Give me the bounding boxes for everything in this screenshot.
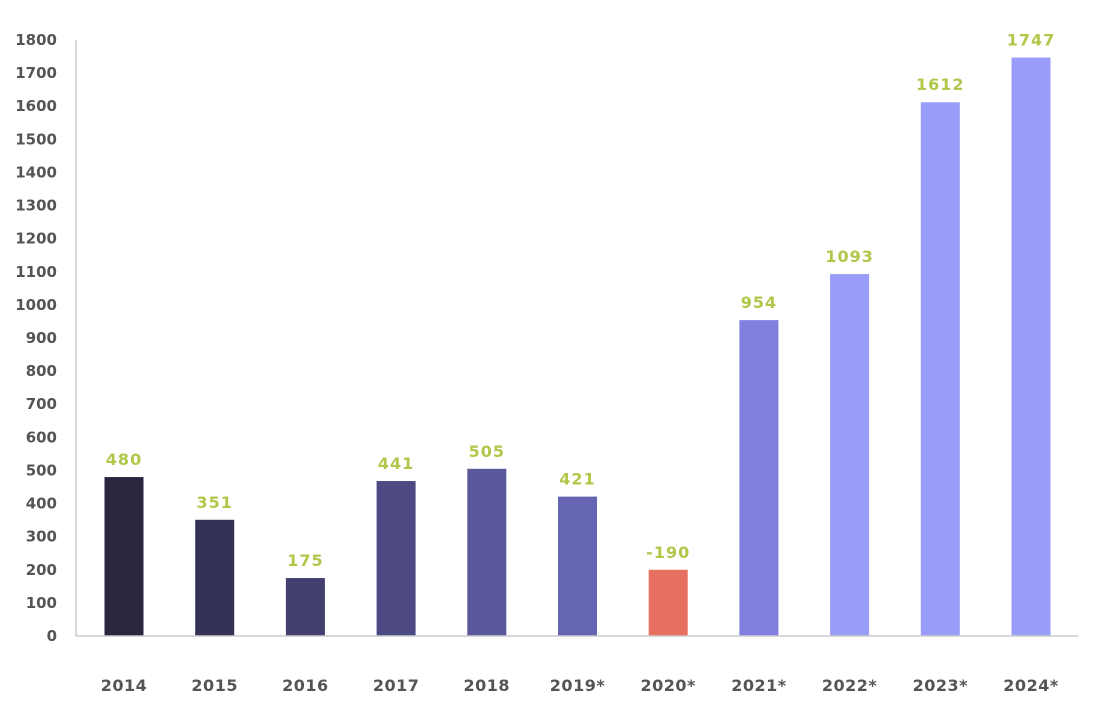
bar-2015	[195, 519, 235, 636]
x-tick-label: 2024*	[1003, 676, 1059, 695]
x-tick-label: 2020*	[640, 676, 696, 695]
x-tick-label: 2022*	[822, 676, 878, 695]
x-tick-label: 2016	[282, 676, 329, 695]
data-label: 1747	[1007, 31, 1056, 50]
y-tick-label: 1600	[15, 97, 57, 115]
x-tick-label: 2017	[373, 676, 420, 695]
bar-2016	[285, 578, 325, 636]
x-tick-label: 2021*	[731, 676, 787, 695]
y-tick-label: 0	[47, 627, 57, 645]
y-tick-label: 1800	[15, 31, 57, 49]
data-label: 505	[469, 442, 505, 461]
x-tick-label: 2018	[464, 676, 511, 695]
data-label: 351	[196, 493, 232, 512]
data-label: 480	[106, 450, 142, 469]
data-label: 1612	[916, 75, 965, 94]
bar-2024	[1011, 57, 1051, 636]
bar-2020	[648, 569, 688, 636]
y-tick-label: 1700	[15, 64, 57, 82]
y-tick-label: 400	[26, 495, 57, 513]
bar-2022	[830, 274, 870, 636]
x-tick-label: 2019*	[550, 676, 606, 695]
y-tick-label: 500	[26, 461, 57, 479]
x-tick-label: 2023*	[913, 676, 969, 695]
bar-2018	[467, 468, 507, 636]
y-tick-label: 1100	[15, 263, 57, 281]
y-tick-label: 200	[26, 561, 57, 579]
y-tick-label: 700	[26, 395, 57, 413]
y-tick-label: 800	[26, 362, 57, 380]
data-label: 441	[378, 454, 414, 473]
bar-2014	[104, 477, 144, 636]
x-tick-label: 2015	[191, 676, 238, 695]
bar-2021	[739, 320, 779, 636]
y-tick-label: 900	[26, 329, 57, 347]
data-labels: 480 351 175 441 505 421 -190 954 1093 1612 1747	[106, 31, 1056, 571]
y-tick-label: 600	[26, 428, 57, 446]
data-label: -190	[646, 543, 690, 562]
bar-2019	[558, 496, 597, 636]
y-tick-label: 1400	[15, 163, 57, 181]
y-tick-label: 1300	[15, 197, 57, 215]
y-tick-label: 100	[26, 594, 57, 612]
y-tick-label: 1000	[15, 296, 57, 314]
data-label: 421	[559, 470, 595, 489]
data-label: 1093	[825, 247, 874, 266]
y-tick-label: 300	[26, 528, 57, 546]
data-label: 175	[287, 551, 323, 570]
data-label: 954	[741, 293, 777, 312]
x-axis-labels: 2014 2015 2016 2017 2018 2019* 2020* 2021* 2022*…	[101, 676, 1059, 695]
y-tick-label: 1500	[15, 130, 57, 148]
x-tick-label: 2014	[101, 676, 148, 695]
y-tick-label: 1200	[15, 230, 57, 248]
bars	[104, 57, 1051, 636]
bar-2017	[376, 481, 416, 636]
bar-2023	[920, 102, 960, 636]
y-axis-ticks: 0 100 200 300 400 500 600 700 800 900 1000 1100 1200…	[15, 31, 57, 645]
